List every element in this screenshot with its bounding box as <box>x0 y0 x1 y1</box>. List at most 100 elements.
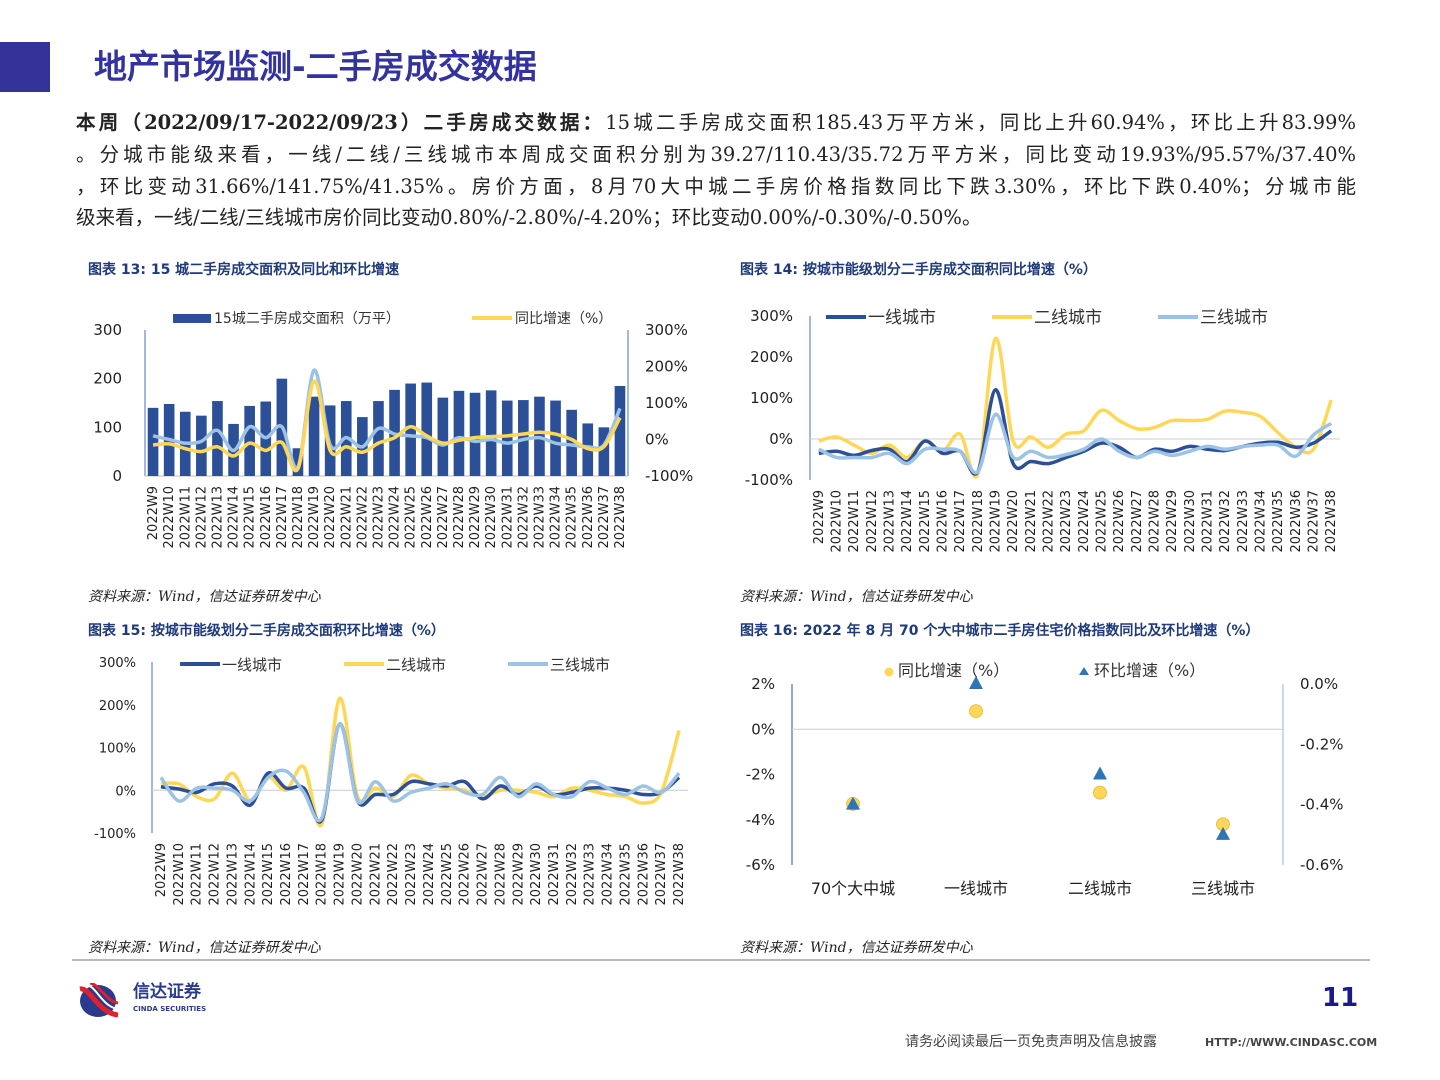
bar <box>276 378 288 476</box>
x-tick-label: 2022W28 <box>452 486 467 548</box>
x-tick-label: 2022W23 <box>404 843 419 905</box>
x-tick-label: 2022W37 <box>597 486 612 548</box>
x-tick-label: 2022W21 <box>339 486 354 548</box>
bar <box>212 401 223 476</box>
x-tick-label: 2022W33 <box>583 843 598 905</box>
x-tick-label: 2022W10 <box>172 843 187 905</box>
y-tick-label: 300 <box>93 321 122 339</box>
x-tick-label: 2022W19 <box>989 490 1004 552</box>
legend-circle-swatch <box>884 667 894 677</box>
x-tick-label: 2022W13 <box>210 486 225 548</box>
x-tick-label: 二线城市 <box>1068 879 1132 898</box>
series-line <box>818 336 1333 479</box>
bar <box>566 409 577 476</box>
y-tick-label: 300% <box>645 321 688 339</box>
x-tick-label: 2022W36 <box>581 486 596 548</box>
yoy-point <box>1216 817 1230 832</box>
y-tick-label: -4% <box>746 811 775 829</box>
x-tick-label: 2022W29 <box>468 486 483 548</box>
x-tick-label: 2022W34 <box>1254 490 1269 552</box>
figure-15-source: 资料来源：Wind，信达证券研发中心 <box>88 940 321 956</box>
x-tick-label: 2022W37 <box>654 843 669 905</box>
x-tick-label: 2022W14 <box>900 490 915 552</box>
bar <box>598 427 610 476</box>
y-tick-label: 100% <box>645 394 688 412</box>
x-tick-label: 2022W9 <box>154 843 169 897</box>
y-tick-label: -0.4% <box>1300 796 1344 814</box>
x-tick-label: 2022W30 <box>529 843 544 905</box>
x-tick-label: 2022W35 <box>1271 490 1286 552</box>
x-tick-label: 2022W17 <box>275 486 290 548</box>
x-tick-label: 2022W23 <box>1059 490 1074 552</box>
bar <box>244 405 255 476</box>
x-tick-label: 2022W10 <box>162 486 177 548</box>
y-tick-label: 0 <box>112 467 122 485</box>
x-tick-label: 2022W19 <box>307 486 322 548</box>
x-tick-label: 2022W30 <box>484 486 499 548</box>
x-tick-label: 2022W18 <box>971 490 986 552</box>
x-tick-label: 2022W32 <box>516 486 531 548</box>
y-tick-label: -100% <box>645 467 693 485</box>
legend-label: 一线城市 <box>868 308 936 328</box>
x-tick-label: 2022W13 <box>883 490 898 552</box>
x-tick-label: 2022W37 <box>1307 490 1322 552</box>
bar <box>405 383 416 476</box>
disclaimer-link[interactable]: 请务必阅读最后一页免责声明及信息披露 <box>905 1034 1157 1050</box>
series-line <box>160 696 681 828</box>
legend-triangle-swatch <box>1079 667 1089 675</box>
y-tick-label: 300% <box>99 656 136 671</box>
x-tick-label: 2022W29 <box>511 843 526 905</box>
x-tick-label: 2022W31 <box>500 486 515 548</box>
legend-label: 三线城市 <box>1200 308 1268 328</box>
x-tick-label: 2022W36 <box>1289 490 1304 552</box>
x-tick-label: 2022W34 <box>549 486 564 548</box>
bar <box>373 401 384 476</box>
figure-16-source: 资料来源：Wind，信达证券研发中心 <box>740 940 973 956</box>
bar <box>534 396 545 476</box>
x-tick-label: 2022W25 <box>440 843 455 905</box>
x-tick-label: 2022W10 <box>830 490 845 552</box>
bar <box>260 401 272 476</box>
legend-label: 一线城市 <box>222 656 282 674</box>
x-tick-label: 2022W9 <box>146 486 161 540</box>
x-tick-label: 2022W36 <box>636 843 651 905</box>
y-tick-label: -6% <box>746 856 775 874</box>
series-line <box>818 412 1333 475</box>
x-tick-label: 2022W38 <box>613 486 628 548</box>
x-tick-label: 2022W17 <box>953 490 968 552</box>
legend-label: 同比增速（%） <box>515 311 612 327</box>
y-tick-label: 0% <box>645 431 669 449</box>
bar <box>308 396 320 476</box>
x-tick-label: 2022W33 <box>532 486 547 548</box>
x-tick-label: 2022W27 <box>436 486 451 548</box>
summary-line-1: 本周（2022/09/17-2022/09/23）二手房成交数据：15城二手房成… <box>76 110 1356 136</box>
x-tick-label: 2022W16 <box>259 486 274 548</box>
series-line <box>160 722 681 824</box>
brand-block <box>0 42 50 92</box>
x-tick-label: 2022W15 <box>261 843 276 905</box>
figure-16-title: 图表 16: 2022 年 8 月 70 个大中城市二手房住宅价格指数同比及环比… <box>740 623 1260 639</box>
y-tick-label: 100% <box>99 742 136 757</box>
bar <box>340 401 352 476</box>
bar <box>389 389 400 476</box>
figure-14-title: 图表 14: 按城市能级划分二手房成交面积同比增速（%） <box>740 262 1097 278</box>
yoy-point <box>1093 785 1107 800</box>
x-tick-label: 2022W13 <box>225 843 240 905</box>
bar <box>453 390 465 476</box>
x-tick-label: 2022W28 <box>1148 490 1163 552</box>
x-tick-label: 2022W24 <box>388 486 403 548</box>
bar <box>196 415 207 476</box>
x-tick-label: 2022W16 <box>936 490 951 552</box>
x-tick-label: 2022W20 <box>323 486 338 548</box>
x-tick-label: 2022W35 <box>618 843 633 905</box>
legend-label: 同比增速（%） <box>898 661 1009 680</box>
x-tick-label: 2022W35 <box>565 486 580 548</box>
x-tick-label: 2022W21 <box>368 843 383 905</box>
bar <box>421 382 433 476</box>
bar <box>469 392 481 476</box>
bar <box>228 423 239 476</box>
x-tick-label: 2022W19 <box>333 843 348 905</box>
website-link[interactable]: HTTP://WWW.CINDASC.COM <box>1205 1036 1378 1049</box>
x-tick-label: 2022W31 <box>1201 490 1216 552</box>
page-number: 11 <box>1322 983 1359 1013</box>
